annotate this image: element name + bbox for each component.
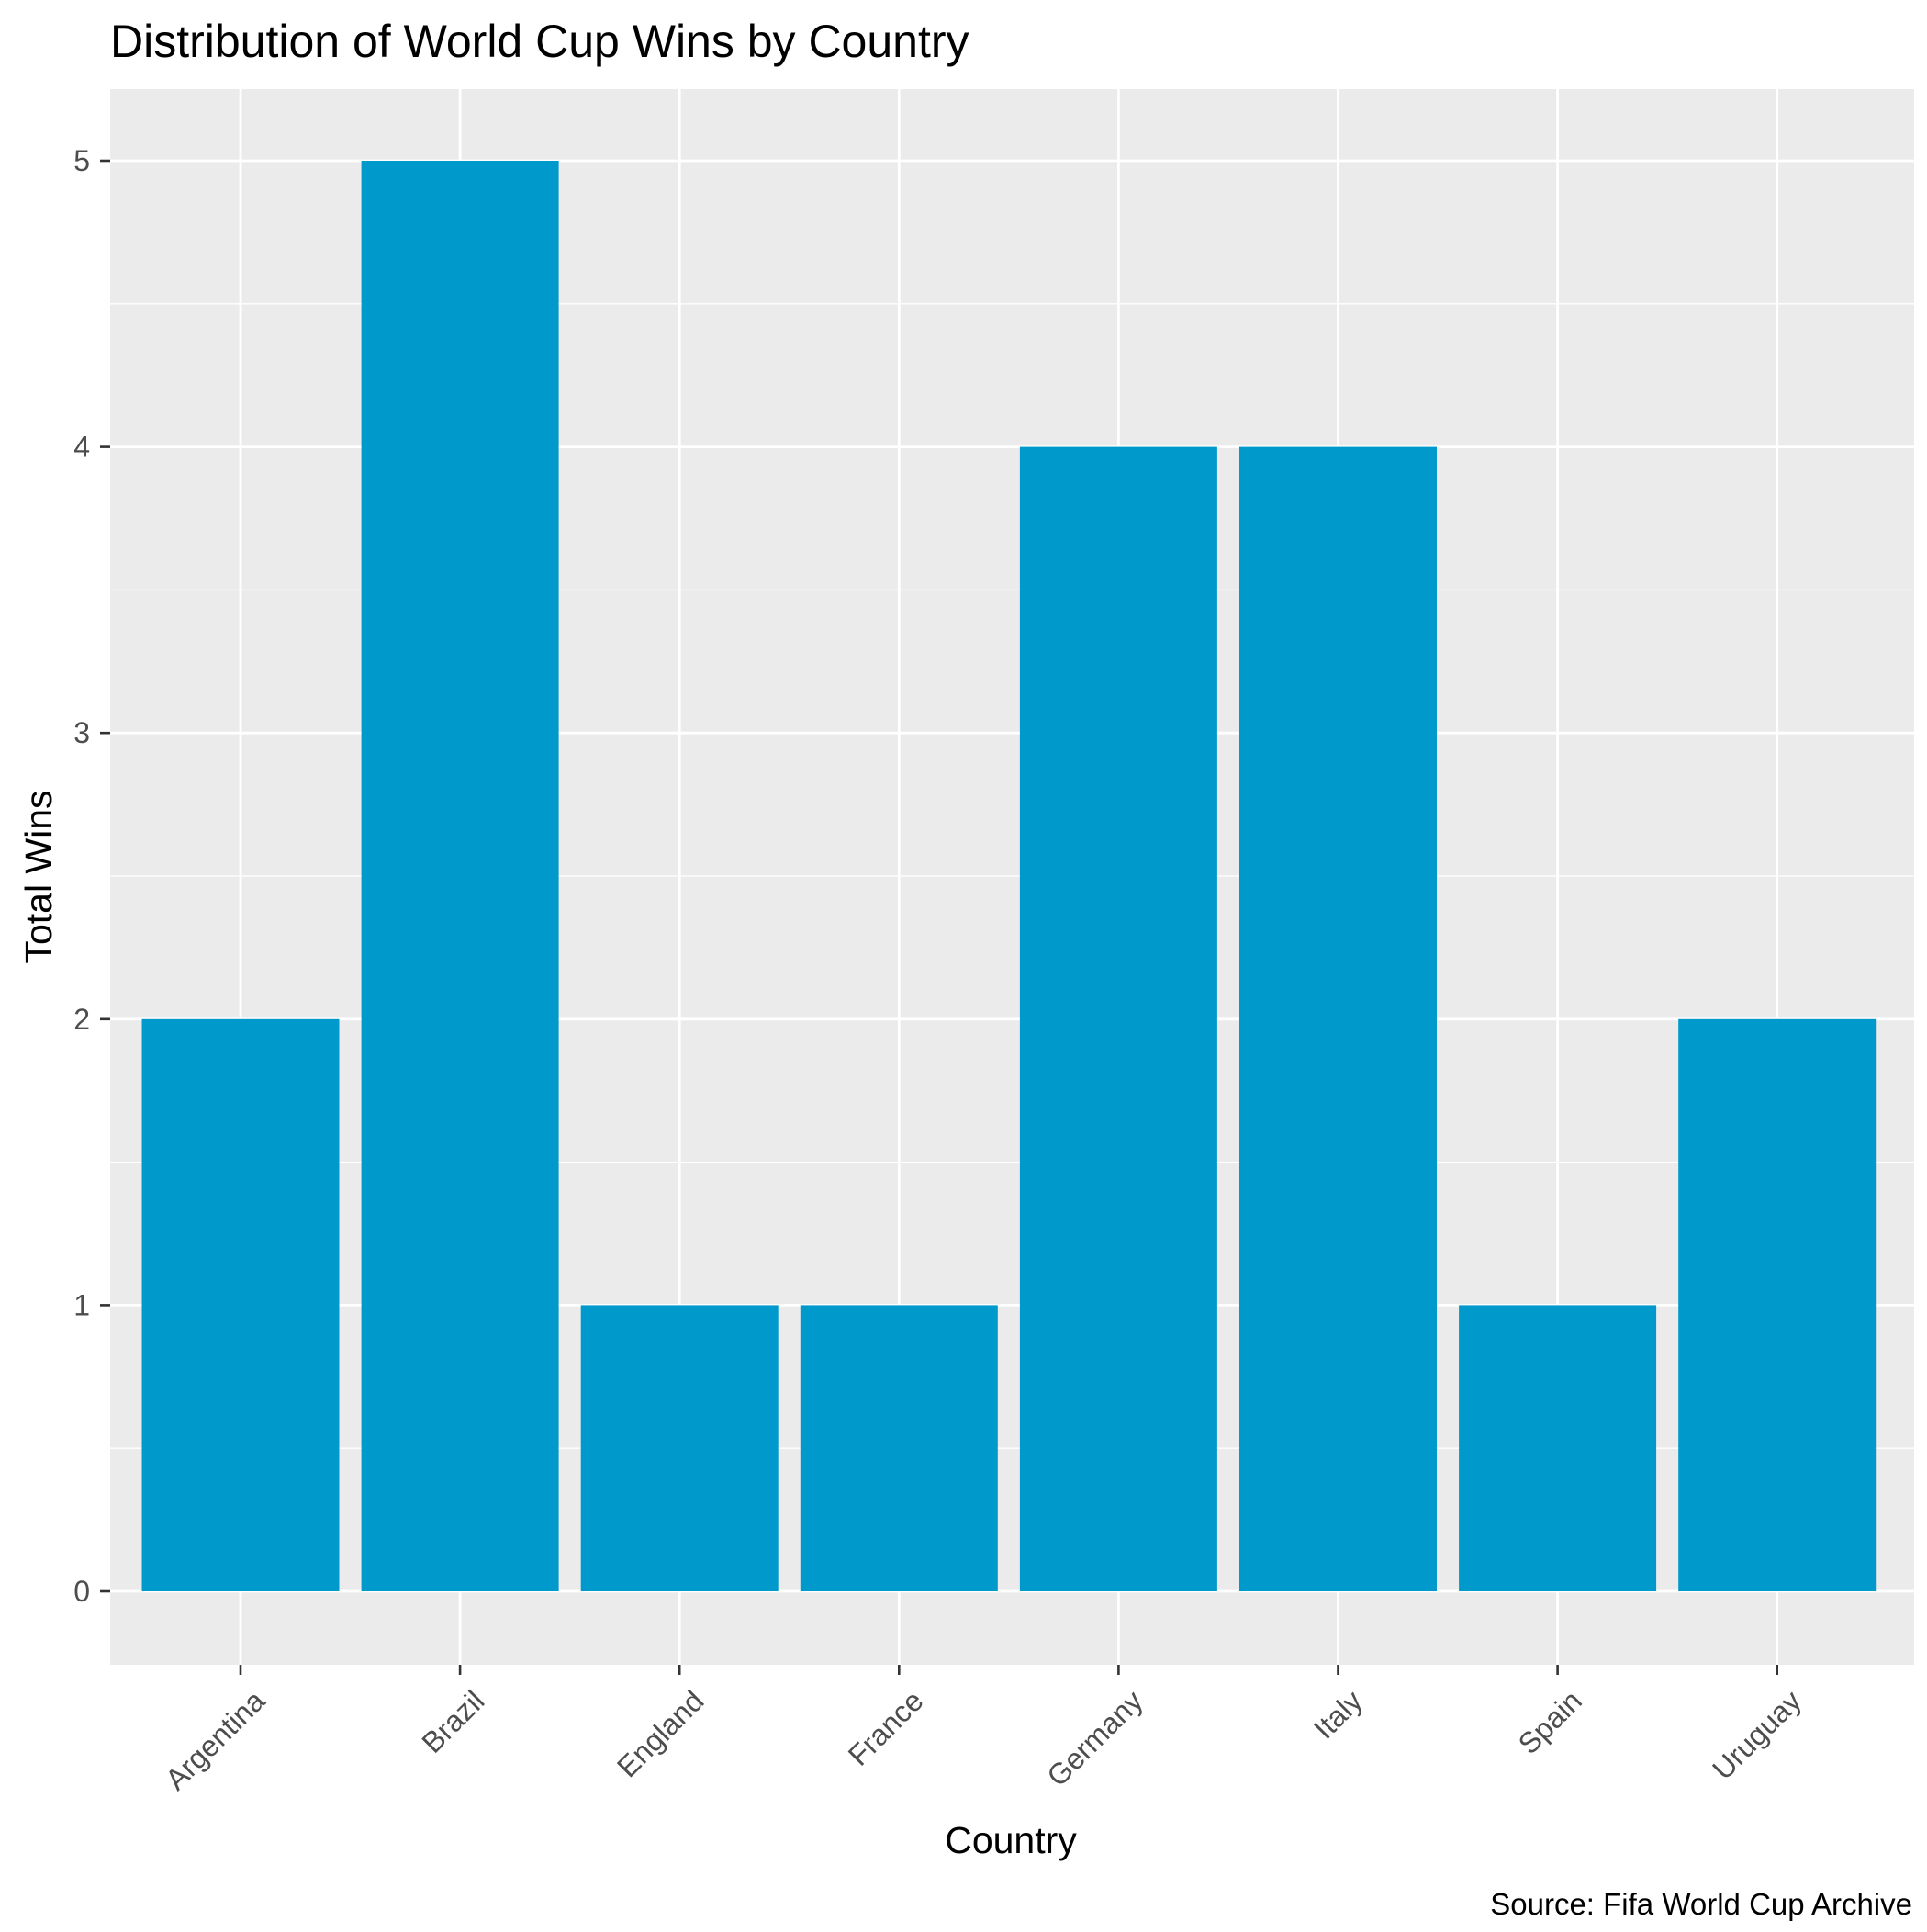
y-tick-label: 0 bbox=[73, 1575, 90, 1608]
y-tick-label: 3 bbox=[73, 716, 90, 749]
x-tick-label: Argentina bbox=[159, 1684, 271, 1796]
bar-uruguay bbox=[1678, 1018, 1877, 1591]
x-tick-label: Spain bbox=[1512, 1684, 1588, 1760]
bar-france bbox=[800, 1305, 998, 1591]
x-tick-label: England bbox=[611, 1684, 710, 1783]
bar-italy bbox=[1239, 446, 1437, 1592]
bar-germany bbox=[1019, 446, 1217, 1592]
bar-england bbox=[580, 1305, 779, 1591]
y-tick-label: 5 bbox=[73, 144, 90, 177]
x-tick-label: Brazil bbox=[415, 1684, 490, 1759]
y-tick-label: 1 bbox=[73, 1288, 90, 1321]
y-tick-label: 2 bbox=[73, 1003, 90, 1036]
x-tick-label: Germany bbox=[1040, 1684, 1149, 1793]
bar-argentina bbox=[141, 1018, 340, 1591]
bar-brazil bbox=[361, 161, 559, 1591]
chart-title: Distribution of World Cup Wins by Countr… bbox=[110, 16, 969, 67]
x-tick-label: Uruguay bbox=[1706, 1684, 1808, 1786]
bar-spain bbox=[1459, 1305, 1657, 1591]
y-axis-title: Total Wins bbox=[17, 790, 60, 963]
x-axis-title: Country bbox=[945, 1819, 1077, 1861]
x-axis: Argentina Brazil England France Germany Italy… bbox=[159, 1665, 1808, 1796]
y-axis: 0 1 2 3 4 5 bbox=[73, 144, 110, 1608]
x-tick-label: Italy bbox=[1307, 1684, 1369, 1746]
y-tick-label: 4 bbox=[73, 431, 90, 464]
source-caption: Source: Fifa World Cup Archive bbox=[1490, 1887, 1912, 1921]
x-tick-label: France bbox=[842, 1684, 930, 1772]
bars bbox=[141, 161, 1877, 1592]
